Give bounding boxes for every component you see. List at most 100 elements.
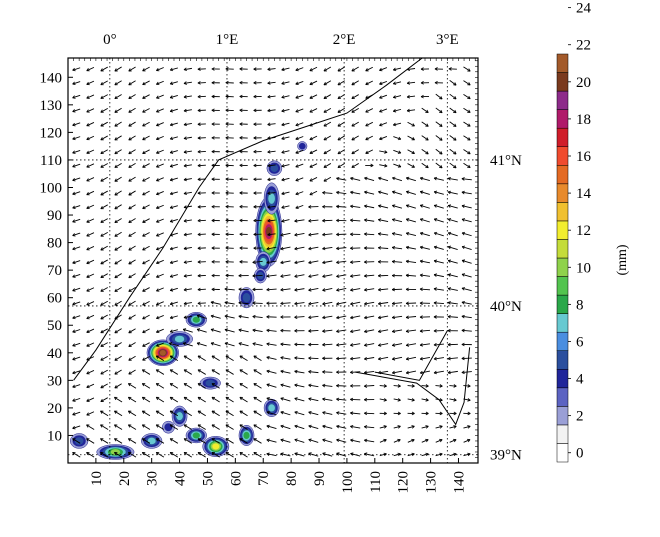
- wind-vector: [72, 342, 81, 347]
- x-tick-label: 40: [173, 471, 189, 486]
- wind-vector: [322, 315, 333, 320]
- wind-vector: [308, 397, 319, 402]
- colorbar-swatch: [556, 183, 569, 203]
- wind-vector: [419, 273, 431, 278]
- wind-vector: [391, 218, 403, 223]
- wind-vector: [253, 383, 262, 389]
- wind-vector: [128, 355, 136, 361]
- wind-vector: [391, 232, 403, 236]
- wind-vector: [308, 246, 319, 251]
- wind-vector: [86, 328, 95, 334]
- wind-vector: [72, 260, 81, 265]
- wind-vector: [294, 288, 305, 292]
- wind-vector: [407, 411, 415, 416]
- wind-vector: [407, 425, 415, 429]
- wind-vector: [281, 95, 290, 99]
- wind-vector: [169, 191, 178, 196]
- wind-vector: [114, 245, 122, 251]
- precip-contour: [159, 350, 166, 356]
- wind-vector: [294, 274, 305, 278]
- wind-vector: [447, 301, 458, 305]
- wind-vector: [239, 122, 248, 126]
- wind-vector: [392, 81, 402, 85]
- wind-vector: [197, 438, 206, 444]
- wind-vector: [364, 356, 375, 361]
- precip-cell-2: [266, 160, 283, 176]
- wind-vector: [128, 176, 136, 182]
- wind-vector: [295, 67, 304, 72]
- wind-vector: [114, 355, 122, 361]
- wind-vector: [351, 121, 359, 127]
- wind-vector: [100, 273, 108, 279]
- wind-vector: [323, 94, 332, 99]
- wind-vector: [211, 218, 220, 223]
- wind-vector: [294, 438, 305, 443]
- wind-vector: [183, 355, 193, 362]
- wind-vector: [86, 301, 95, 306]
- wind-vector: [280, 328, 291, 333]
- wind-vector: [447, 273, 458, 278]
- wind-vector: [449, 438, 457, 443]
- wind-vector: [322, 438, 333, 443]
- wind-vector: [239, 396, 248, 403]
- colorbar-tick-label: 20: [576, 75, 591, 91]
- wind-vector: [407, 135, 415, 141]
- wind-vector: [142, 163, 150, 168]
- wind-vector: [128, 163, 136, 168]
- wind-vector: [447, 328, 458, 333]
- wind-vector: [405, 204, 416, 209]
- wind-vector: [350, 424, 361, 429]
- wind-vector: [239, 149, 248, 154]
- wind-vector: [336, 288, 347, 292]
- wind-vector: [211, 122, 220, 126]
- wind-vector: [266, 301, 277, 306]
- wind-vector: [86, 438, 95, 444]
- wind-vector: [448, 67, 457, 71]
- wind-vector: [379, 438, 387, 443]
- wind-vector: [100, 410, 109, 417]
- wind-vector: [365, 135, 374, 141]
- wind-vector: [336, 411, 347, 415]
- wind-vector: [169, 329, 178, 333]
- wind-vector: [351, 66, 359, 72]
- wind-vector: [155, 369, 165, 375]
- wind-vector: [407, 438, 415, 443]
- wind-vector: [211, 410, 220, 417]
- wind-vector: [114, 80, 122, 86]
- wind-vector: [267, 232, 276, 237]
- wind-vector: [197, 246, 206, 250]
- wind-vector: [267, 122, 276, 127]
- wind-vector: [392, 67, 402, 72]
- wind-vector: [183, 136, 192, 140]
- colorbar-swatch: [556, 109, 569, 129]
- wind-vector: [114, 218, 122, 224]
- wind-vector: [322, 329, 333, 333]
- wind-vector: [391, 343, 403, 347]
- wind-vector: [449, 80, 457, 86]
- wind-vector: [86, 451, 95, 458]
- wind-vector: [322, 301, 333, 306]
- lon-label: 3°E: [436, 32, 459, 48]
- wind-vector: [169, 205, 178, 209]
- wind-vector: [100, 369, 108, 375]
- wind-vector: [336, 397, 347, 402]
- wind-vector: [211, 67, 220, 71]
- wind-vector: [449, 135, 457, 141]
- wind-vector: [393, 425, 401, 429]
- wind-vector: [128, 314, 136, 320]
- wind-vector: [294, 383, 305, 388]
- wind-vector: [309, 94, 318, 99]
- wind-vector: [169, 108, 178, 113]
- wind-vector: [142, 94, 150, 99]
- wind-vector: [378, 204, 389, 209]
- wind-vector: [336, 329, 347, 333]
- wind-vector: [86, 411, 95, 416]
- wind-vector: [114, 369, 122, 375]
- wind-vector: [253, 191, 262, 195]
- wind-vector: [210, 300, 221, 305]
- wind-vector: [183, 438, 193, 444]
- wind-vector: [365, 66, 374, 72]
- wind-vector: [281, 191, 290, 196]
- wind-vector: [267, 150, 276, 154]
